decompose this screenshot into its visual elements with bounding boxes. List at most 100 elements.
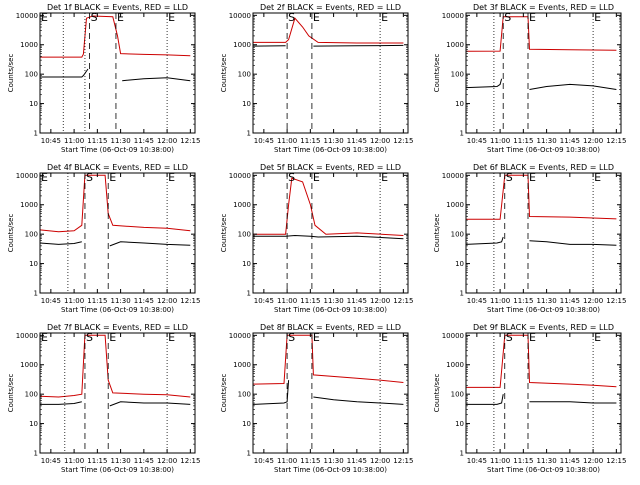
plot-frame xyxy=(252,332,409,454)
marker-label: E xyxy=(41,331,48,344)
x-tick-label: 11:15 xyxy=(300,137,320,145)
x-axis-label: Start Time (06-Oct-09 10:38:00) xyxy=(61,306,174,314)
x-tick-label: 11:45 xyxy=(347,457,367,465)
marker-label: S xyxy=(288,331,295,344)
chart-title: Det 9f BLACK = Events, RED = LLD xyxy=(473,323,614,332)
y-tick-label: 1 xyxy=(34,290,38,298)
marker-label: E xyxy=(109,171,116,184)
x-tick-label: 11:00 xyxy=(490,137,510,145)
marker-label: S xyxy=(288,11,295,24)
x-tick-label: 11:30 xyxy=(537,297,557,305)
x-tick-label: 11:15 xyxy=(87,297,107,305)
x-tick-label: 12:00 xyxy=(370,137,390,145)
x-tick-label: 12:15 xyxy=(393,457,413,465)
marker-label: E xyxy=(117,11,124,24)
chart-title: Det 1f BLACK = Events, RED = LLD xyxy=(47,3,188,12)
marker-label: S xyxy=(86,331,93,344)
y-axis-label: Counts/sec xyxy=(220,214,228,253)
marker-label: E xyxy=(594,331,601,344)
x-tick-label: 11:30 xyxy=(537,457,557,465)
x-tick-label: 11:15 xyxy=(87,457,107,465)
x-axis-label: Start Time (06-Oct-09 10:38:00) xyxy=(487,306,600,314)
y-tick-label: 10000 xyxy=(16,12,38,20)
marker-label: E xyxy=(529,331,536,344)
x-tick-label: 11:00 xyxy=(64,137,84,145)
y-tick-label: 10 xyxy=(242,100,251,108)
y-tick-label: 10000 xyxy=(442,332,464,340)
y-tick-label: 1 xyxy=(460,130,464,138)
y-axis-label: Counts/sec xyxy=(7,374,15,413)
x-tick-label: 11:45 xyxy=(347,297,367,305)
chart-title: Det 3f BLACK = Events, RED = LLD xyxy=(473,3,614,12)
x-tick-label: 10:45 xyxy=(467,137,487,145)
x-tick-label: 11:30 xyxy=(111,297,131,305)
chart-panel: S E E 1 10 100 1000 10000 10:45 11:00 11:15 11:30 11… xyxy=(220,163,413,314)
y-tick-label: 100 xyxy=(451,71,464,79)
x-tick-label: 11:15 xyxy=(300,297,320,305)
plot-frame xyxy=(465,332,622,454)
x-tick-label: 11:45 xyxy=(134,297,154,305)
chart-panel: S E E 1 10 100 1000 10000 10:45 11:00 11:15 11:30 11… xyxy=(433,163,626,314)
x-axis-label: Start Time (06-Oct-09 10:38:00) xyxy=(61,146,174,154)
x-tick-label: 11:45 xyxy=(560,137,580,145)
x-tick-label: 12:00 xyxy=(583,137,603,145)
x-tick-label: 11:00 xyxy=(64,297,84,305)
x-tick-label: 11:45 xyxy=(560,297,580,305)
marker-label: E xyxy=(381,331,388,344)
y-tick-label: 10000 xyxy=(229,172,251,180)
x-tick-label: 12:15 xyxy=(180,137,200,145)
y-tick-label: 1000 xyxy=(446,41,464,49)
x-tick-label: 11:45 xyxy=(134,137,154,145)
marker-label: E xyxy=(168,11,175,24)
series-line xyxy=(39,174,191,233)
chart-title: Det 8f BLACK = Events, RED = LLD xyxy=(260,323,401,332)
x-tick-label: 11:00 xyxy=(277,297,297,305)
marker-label: E xyxy=(594,11,601,24)
y-tick-label: 100 xyxy=(25,71,38,79)
x-axis-label: Start Time (06-Oct-09 10:38:00) xyxy=(274,146,387,154)
x-axis-label: Start Time (06-Oct-09 10:38:00) xyxy=(274,466,387,474)
y-tick-label: 10000 xyxy=(229,332,251,340)
chart-panel: S E E 1 10 100 1000 10000 10:45 11:00 11:15 11:30 11… xyxy=(220,3,413,154)
x-tick-label: 11:15 xyxy=(300,457,320,465)
marker-label: E xyxy=(41,171,48,184)
marker-label: S xyxy=(504,11,511,24)
x-tick-label: 12:15 xyxy=(180,297,200,305)
series-line xyxy=(253,234,404,240)
marker-label: E xyxy=(168,331,175,344)
x-tick-label: 11:30 xyxy=(111,457,131,465)
marker-label: E xyxy=(168,171,175,184)
y-tick-label: 1 xyxy=(460,450,464,458)
y-tick-label: 10 xyxy=(455,100,464,108)
marker-label: E xyxy=(594,171,601,184)
marker-label: E xyxy=(381,171,388,184)
x-tick-label: 10:45 xyxy=(254,137,274,145)
y-tick-label: 1000 xyxy=(233,41,251,49)
marker-label: E xyxy=(381,11,388,24)
y-tick-label: 1 xyxy=(34,130,38,138)
y-tick-label: 1 xyxy=(247,450,251,458)
y-tick-label: 10000 xyxy=(442,172,464,180)
x-tick-label: 10:45 xyxy=(41,137,61,145)
plot-frame xyxy=(465,172,622,294)
y-tick-label: 100 xyxy=(238,391,251,399)
chart-title: Det 7f BLACK = Events, RED = LLD xyxy=(47,323,188,332)
x-tick-label: 12:15 xyxy=(180,457,200,465)
y-axis-label: Counts/sec xyxy=(433,214,441,253)
y-tick-label: 100 xyxy=(25,391,38,399)
y-axis-label: Counts/sec xyxy=(220,54,228,93)
y-tick-label: 10 xyxy=(29,420,38,428)
y-tick-label: 10 xyxy=(29,260,38,268)
x-axis-label: Start Time (06-Oct-09 10:38:00) xyxy=(274,306,387,314)
x-tick-label: 11:15 xyxy=(513,297,533,305)
x-tick-label: 11:00 xyxy=(490,457,510,465)
x-axis-label: Start Time (06-Oct-09 10:38:00) xyxy=(487,466,600,474)
series-line xyxy=(39,334,191,398)
marker-label: E xyxy=(109,331,116,344)
y-tick-label: 100 xyxy=(25,231,38,239)
y-tick-label: 1 xyxy=(34,450,38,458)
